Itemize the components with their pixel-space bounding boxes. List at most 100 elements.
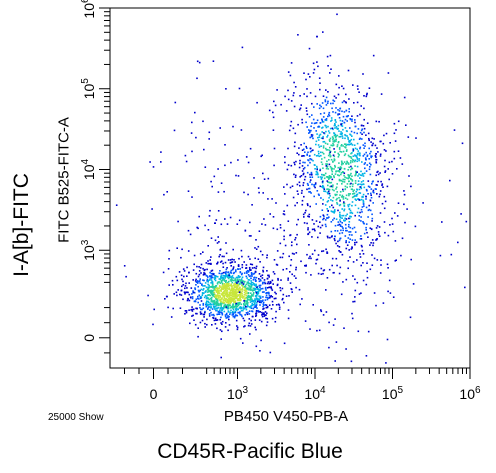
event-dot <box>221 320 224 323</box>
event-dot <box>296 243 298 246</box>
event-dot <box>242 284 244 287</box>
event-dot <box>310 158 313 161</box>
event-dot <box>335 138 337 141</box>
event-dot <box>327 217 329 219</box>
event-dot <box>337 240 339 243</box>
event-dot <box>187 229 190 232</box>
event-dot <box>253 277 255 279</box>
event-dot <box>232 313 235 316</box>
event-dot <box>348 110 350 113</box>
event-dot <box>312 304 314 306</box>
event-dot <box>353 189 355 191</box>
event-dot <box>368 208 371 211</box>
event-dot <box>234 279 236 281</box>
event-dot <box>371 144 373 147</box>
event-dot <box>261 277 264 279</box>
event-dot <box>290 259 293 261</box>
event-dot <box>254 326 256 329</box>
event-dot <box>318 155 321 158</box>
event-dot <box>332 206 335 209</box>
event-dot <box>324 100 327 103</box>
event-dot <box>177 220 179 223</box>
event-dot <box>342 87 345 90</box>
event-dot <box>227 299 229 301</box>
event-dot <box>329 185 331 188</box>
event-dot <box>273 100 275 103</box>
event-dot <box>342 202 345 205</box>
event-dot <box>312 149 314 151</box>
event-dot <box>220 286 222 288</box>
event-dot <box>379 172 381 174</box>
event-dot <box>273 297 276 300</box>
event-dot <box>250 286 253 288</box>
event-dot <box>251 302 253 305</box>
event-dot <box>340 145 342 147</box>
event-dot <box>264 299 267 301</box>
event-dot <box>265 294 268 297</box>
event-dot <box>340 196 343 198</box>
event-dot <box>255 291 258 293</box>
event-dot <box>322 250 325 252</box>
event-dot <box>199 253 202 255</box>
event-dot <box>193 254 196 257</box>
event-dot <box>265 289 267 291</box>
event-dot <box>289 264 292 267</box>
event-dot <box>264 304 267 306</box>
event-dot <box>330 120 332 122</box>
event-dot <box>247 296 250 298</box>
event-dot <box>367 209 370 212</box>
event-dot <box>201 308 203 311</box>
event-dot <box>244 280 246 283</box>
event-dot <box>378 195 381 198</box>
event-dot <box>337 221 340 223</box>
event-dot <box>350 215 352 218</box>
event-dot <box>340 229 342 232</box>
event-dot <box>415 137 417 139</box>
event-dot <box>352 196 355 198</box>
event-dot <box>220 311 222 314</box>
event-dot <box>229 307 232 309</box>
event-dot <box>461 142 464 145</box>
event-dot <box>223 280 226 282</box>
event-dot <box>327 149 329 151</box>
event-dot <box>231 261 234 263</box>
event-dot <box>356 171 358 173</box>
event-dot <box>366 189 368 192</box>
event-dot <box>188 309 190 311</box>
event-dot <box>376 259 379 261</box>
event-dot <box>344 197 347 199</box>
event-dot <box>344 176 346 179</box>
event-dot <box>328 346 330 349</box>
event-dot <box>371 264 374 266</box>
event-dot <box>383 134 385 137</box>
event-dot <box>301 121 304 124</box>
event-dot <box>218 278 221 280</box>
event-dot <box>225 295 228 297</box>
event-dot <box>236 298 239 300</box>
event-dot <box>245 290 248 292</box>
event-dot <box>239 290 241 292</box>
event-dot <box>209 303 212 306</box>
event-dot <box>305 107 308 109</box>
event-dot <box>252 315 254 318</box>
event-dot <box>324 99 327 101</box>
event-dot <box>266 321 269 323</box>
event-dot <box>298 108 301 111</box>
event-dot <box>322 186 324 189</box>
event-dot <box>329 137 332 140</box>
event-dot <box>123 265 126 267</box>
event-dot <box>271 300 274 303</box>
event-dot <box>200 263 203 266</box>
event-dot <box>242 296 244 298</box>
event-dot <box>194 280 197 282</box>
event-dot <box>316 119 319 122</box>
event-dot <box>239 271 242 273</box>
event-dot <box>328 139 331 141</box>
event-dot <box>323 187 325 189</box>
event-dot <box>338 250 340 252</box>
event-dot <box>337 152 339 155</box>
event-dot <box>227 329 229 332</box>
event-dot <box>235 309 238 312</box>
event-dot <box>225 304 227 307</box>
event-dot <box>214 308 216 311</box>
